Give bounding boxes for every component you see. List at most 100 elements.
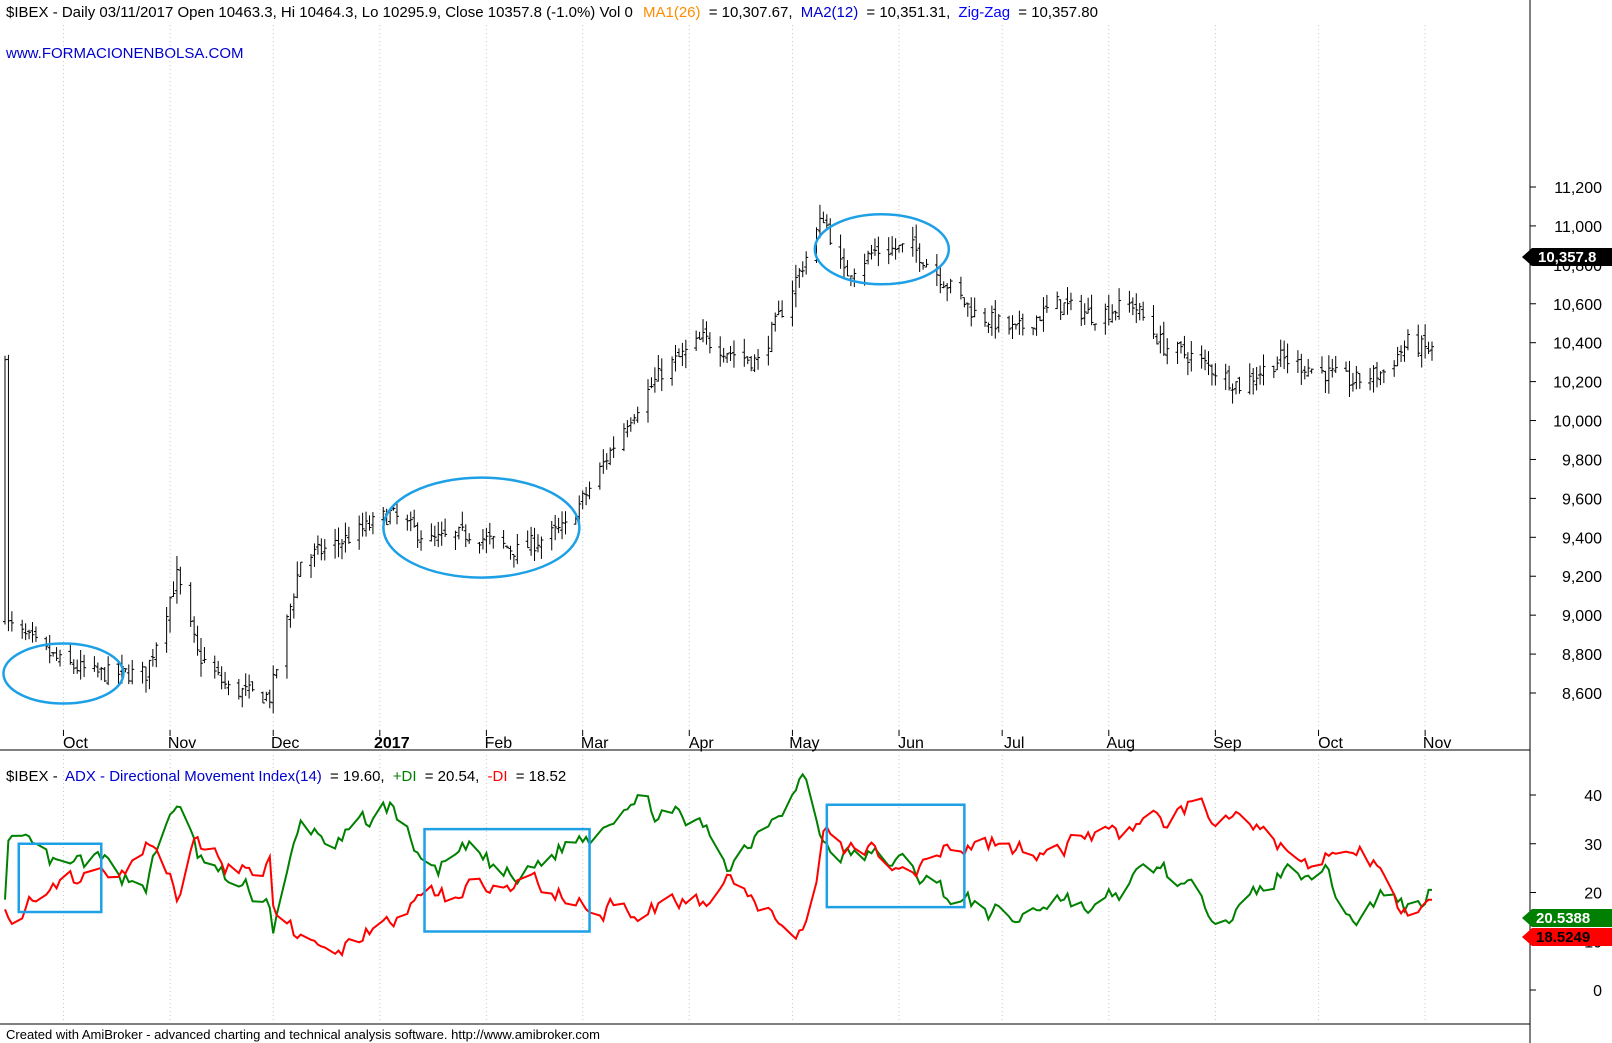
price-bar (1038, 315, 1043, 322)
price-bar (608, 447, 613, 466)
minus-di-label: -DI (488, 768, 508, 785)
price-bar (405, 514, 410, 531)
price-bar (346, 526, 351, 544)
price-bar (556, 517, 561, 534)
price-bar (1285, 343, 1290, 374)
price-bar (82, 654, 87, 678)
price-bar (780, 300, 785, 318)
price-bar (219, 666, 224, 690)
price-bar (178, 566, 183, 595)
price-bar (1381, 369, 1386, 384)
price-bar (44, 636, 49, 651)
price-bar (58, 649, 63, 667)
price-bar (1020, 313, 1025, 336)
y-tick-label: 11,200 (1554, 180, 1602, 197)
last-price-badge-text: 10,357.8 (1538, 249, 1596, 266)
price-bar (467, 533, 472, 544)
price-bar (508, 545, 513, 560)
price-bar (6, 354, 11, 632)
price-bar (1405, 329, 1410, 351)
price-bar (993, 300, 998, 339)
minus-di-value: = 18.52 (516, 768, 566, 785)
price-bar (1113, 310, 1118, 321)
price-bar (560, 511, 565, 540)
price-bar (539, 536, 544, 559)
consolidation-box (423, 827, 591, 933)
y-tick-label: 9,200 (1562, 569, 1602, 586)
price-bar (1106, 294, 1111, 326)
price-bar (1423, 324, 1428, 359)
price-bar (240, 687, 245, 708)
price-bar (1127, 290, 1132, 313)
price-bar (274, 668, 279, 679)
price-bar (51, 651, 56, 657)
price-bar (47, 634, 52, 664)
price-bar (797, 268, 802, 288)
x-tick-label: Sep (1213, 735, 1242, 752)
price-bar (646, 379, 651, 423)
price-bar (766, 335, 771, 366)
price-bar (1158, 325, 1163, 354)
price-bar (226, 680, 231, 696)
consolidation-ellipse (813, 213, 951, 286)
price-bar (969, 297, 974, 327)
price-bar (1079, 294, 1084, 326)
price-bar (1261, 354, 1266, 386)
price-bar (357, 515, 362, 550)
price-bar (1392, 360, 1397, 377)
price-bar (1374, 361, 1379, 388)
price-bar (480, 529, 485, 550)
price-bar (1426, 341, 1431, 355)
last-price-badge: 10,357.8 (1522, 248, 1612, 266)
price-bar (412, 509, 417, 528)
consolidation-ellipse (2, 642, 125, 705)
price-bar (845, 260, 850, 277)
price-bar (972, 297, 977, 318)
ma2-label: MA2(12) (801, 4, 859, 21)
price-bar (505, 545, 510, 549)
price-bar (1068, 292, 1073, 311)
price-bar (773, 312, 778, 332)
indicator-pane-header: $IBEX - ADX - Directional Movement Index… (6, 768, 566, 785)
price-bar (202, 647, 207, 664)
price-bar (529, 526, 534, 556)
price-bar (721, 347, 726, 363)
price-bar (1306, 359, 1311, 377)
price-bar (828, 218, 833, 246)
price-bar (1319, 356, 1324, 374)
x-tick-label: Nov (168, 735, 196, 752)
price-bar (1151, 305, 1156, 339)
price-bar (1199, 345, 1204, 369)
price-bar (106, 656, 111, 686)
price-bar (456, 526, 461, 540)
price-bar (1154, 333, 1159, 345)
price-bar (312, 543, 317, 567)
price-bar (649, 377, 654, 389)
price-bar (71, 659, 76, 674)
price-bar (339, 539, 344, 560)
price-bar (1282, 340, 1287, 370)
price-bar (876, 236, 881, 267)
price-bar (1302, 365, 1307, 380)
price-bar (1223, 363, 1228, 391)
y-tick-label: 0 (1593, 983, 1602, 1000)
price-bar (756, 349, 761, 370)
price-bar (394, 501, 399, 525)
y-tick-label: 20 (1584, 886, 1602, 903)
y-tick-label: 9,600 (1562, 491, 1602, 508)
price-bar (1058, 299, 1063, 321)
price-bar (776, 300, 781, 316)
price-bar (910, 226, 915, 257)
price-bar (1309, 368, 1314, 374)
zigzag-label: Zig-Zag (958, 4, 1010, 21)
price-bar (897, 244, 902, 253)
price-bar (587, 481, 592, 500)
price-bar (487, 522, 492, 545)
price-bar (333, 528, 338, 559)
price-bar (676, 348, 681, 358)
price-bar (752, 354, 757, 373)
price-bar (986, 322, 991, 333)
x-tick-label: Nov (1423, 735, 1451, 752)
price-bar (1402, 340, 1407, 362)
price-bar (195, 625, 200, 656)
